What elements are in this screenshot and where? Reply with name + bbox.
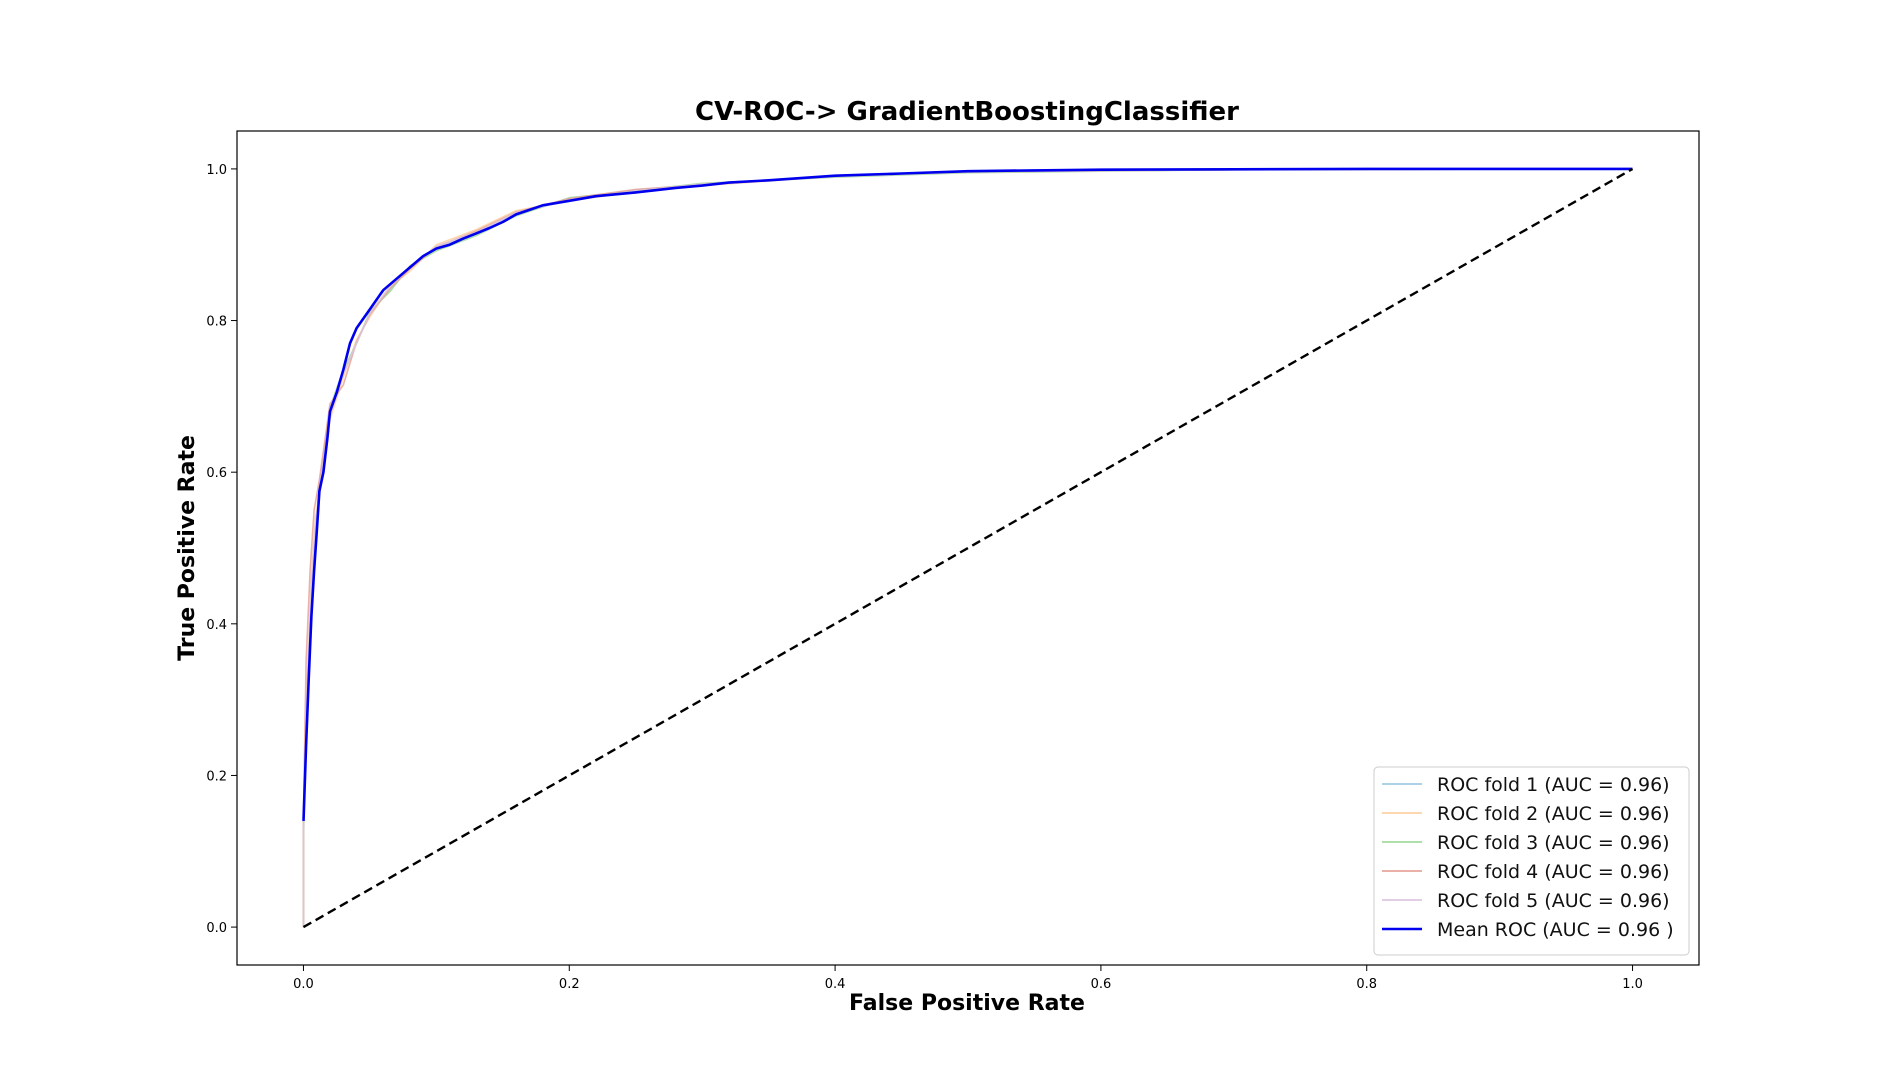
x-tick-label: 0.4 xyxy=(825,977,846,992)
y-tick-label: 0.6 xyxy=(206,466,227,481)
y-tick-label: 0.4 xyxy=(206,618,227,633)
roc-lines xyxy=(302,167,1634,929)
mean-roc-line xyxy=(302,167,1633,821)
y-tick-label: 0.2 xyxy=(206,769,227,784)
chart-title: CV-ROC-> GradientBoostingClassifier xyxy=(695,97,1239,127)
legend-label: ROC fold 5 (AUC = 0.96) xyxy=(1437,890,1670,912)
legend-box xyxy=(1373,766,1690,956)
chance-diagonal-line xyxy=(302,167,1634,929)
y-axis-ticks: 0.0 0.2 0.4 0.6 0.8 1.0 xyxy=(206,163,237,936)
x-axis-label: False Positive Rate xyxy=(849,991,1085,1016)
legend: ROC fold 1 (AUC = 0.96) ROC fold 2 (AUC =… xyxy=(1373,766,1690,956)
x-axis-ticks: 0.0 0.2 0.4 0.6 0.8 1.0 xyxy=(293,965,1643,992)
legend-label: ROC fold 4 (AUC = 0.96) xyxy=(1437,861,1670,883)
y-axis-label: True Positive Rate xyxy=(175,435,200,661)
plot-frame xyxy=(236,130,1700,966)
x-tick-label: 0.2 xyxy=(559,977,580,992)
y-tick-label: 0.0 xyxy=(206,921,227,936)
x-tick-label: 0.6 xyxy=(1091,977,1112,992)
x-tick-label: 0.8 xyxy=(1356,977,1377,992)
legend-label: Mean ROC (AUC = 0.96 ) xyxy=(1437,919,1674,941)
legend-label: ROC fold 1 (AUC = 0.96) xyxy=(1437,774,1670,796)
y-tick-label: 1.0 xyxy=(206,163,227,178)
x-tick-label: 0.0 xyxy=(293,977,314,992)
y-tick-label: 0.8 xyxy=(206,315,227,330)
legend-label: ROC fold 3 (AUC = 0.96) xyxy=(1437,832,1670,854)
x-tick-label: 1.0 xyxy=(1622,977,1643,992)
legend-label: ROC fold 2 (AUC = 0.96) xyxy=(1437,803,1670,825)
